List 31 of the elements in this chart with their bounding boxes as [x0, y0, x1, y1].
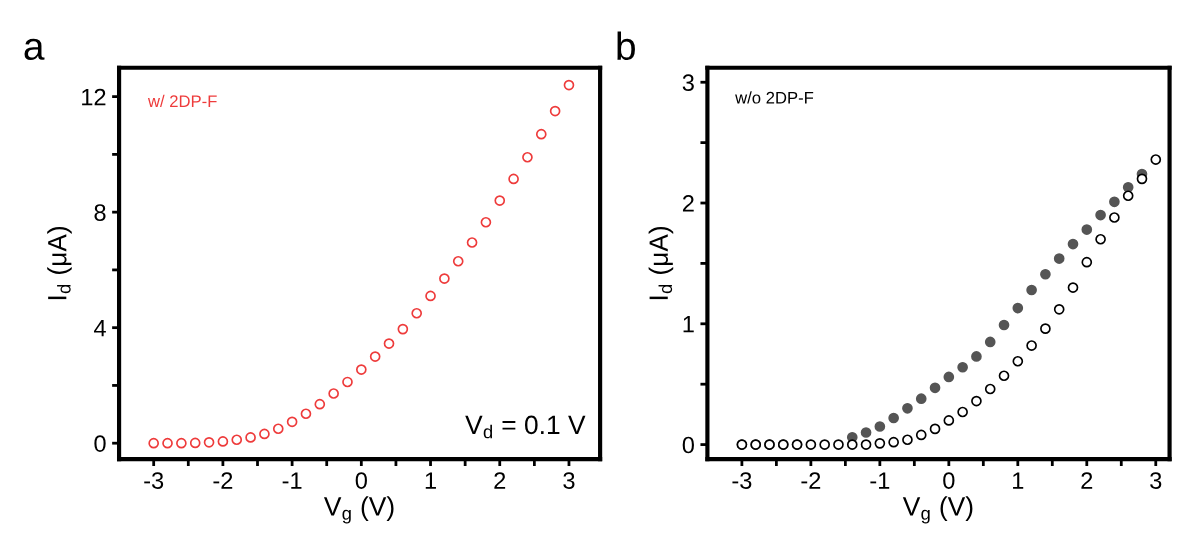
- x-tick-label: 0: [355, 472, 367, 489]
- y-tick-label: 8: [94, 204, 106, 221]
- x-tick-label: -1: [870, 472, 890, 489]
- x-tick-label: 1: [425, 472, 436, 489]
- text: w/ 2DP-F: [147, 94, 217, 108]
- x-tick-label: 3: [1150, 472, 1162, 489]
- x-tick-label: -3: [144, 472, 164, 489]
- x-tick-label: 2: [1081, 472, 1093, 489]
- y-tick-label: 12: [82, 88, 106, 106]
- x-tick-label: 1: [1013, 472, 1024, 489]
- y-tick-label: 0: [682, 436, 694, 454]
- annotation: w/o 2DP-F: [735, 91, 814, 104]
- x-tick-label: -2: [801, 472, 821, 489]
- x-tick-label: -2: [213, 472, 233, 489]
- x-tick-label: 3: [563, 472, 575, 489]
- y-tick-label: 4: [93, 319, 106, 337]
- x-axis-title: V$_{g}$ (V): [323, 496, 394, 524]
- text: b: [617, 31, 635, 61]
- y-tick-label: 1: [683, 316, 694, 333]
- x-tick-label: -3: [732, 472, 752, 489]
- y-tick-label: 0: [94, 435, 106, 452]
- x-axis-title: V$_{g}$ (V): [902, 496, 973, 524]
- y-axis-title: I$_{d}$ (μA): [47, 226, 72, 300]
- y-axis-title: I$_{d}$ (μA): [648, 226, 674, 300]
- x-tick-label: 0: [943, 472, 955, 489]
- x-tick-label: 2: [494, 472, 506, 489]
- y-tick-label: 2: [682, 195, 694, 212]
- x-tick-label: -1: [282, 472, 302, 489]
- y-tick-label: 3: [682, 74, 694, 92]
- annotation: V$_{d}$ = 0.1 V: [465, 415, 586, 439]
- text: a: [24, 38, 45, 61]
